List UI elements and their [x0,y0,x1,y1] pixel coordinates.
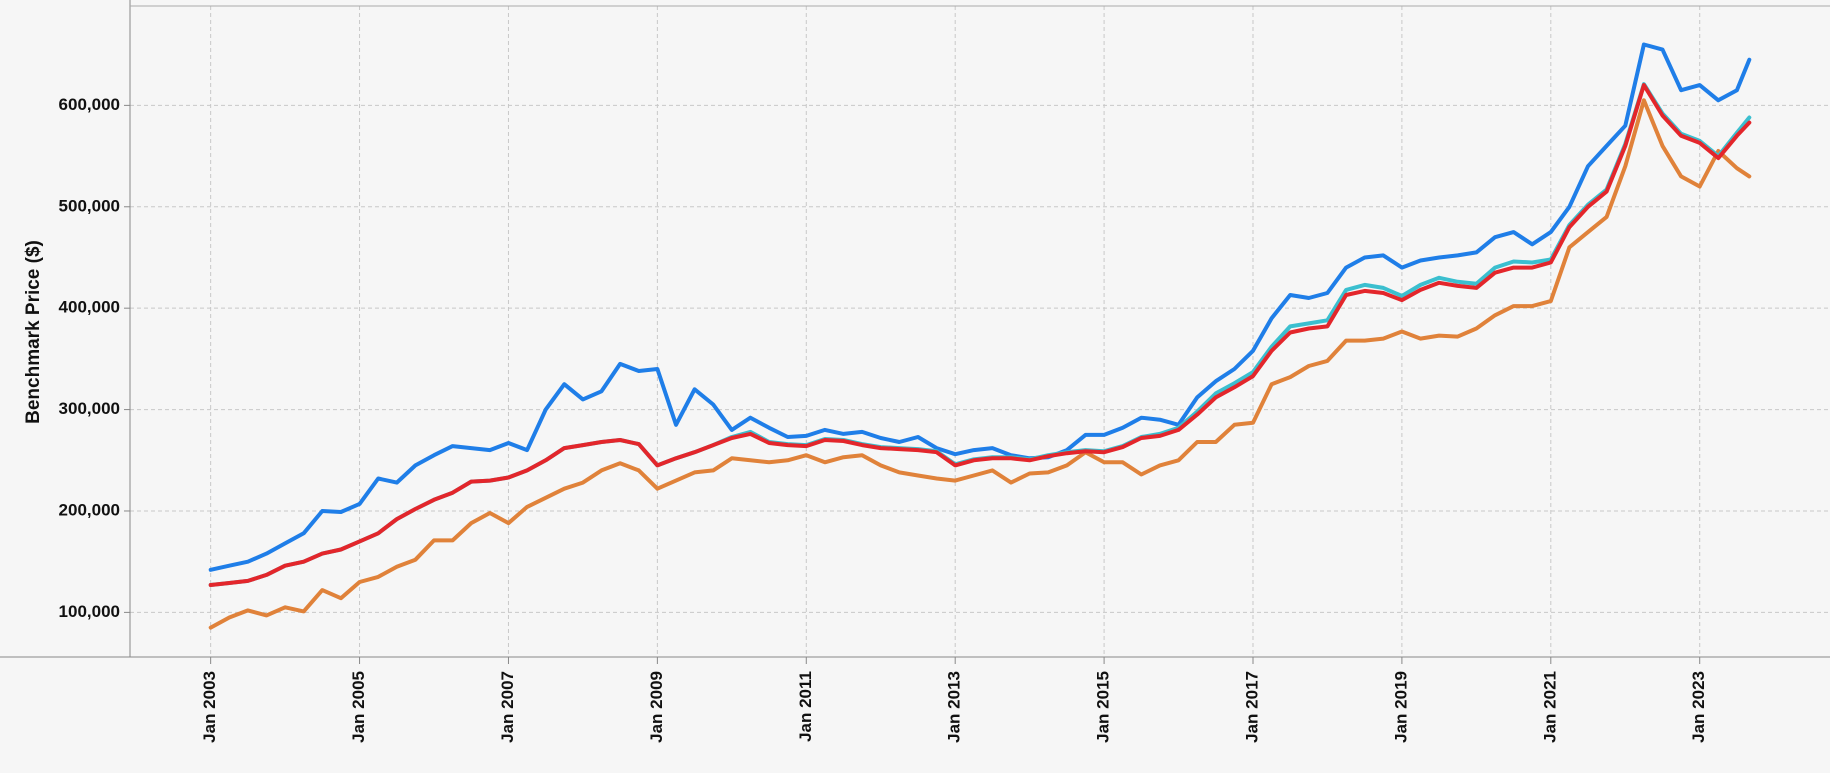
series-line [208,98,1752,630]
x-tick-label: Jan 2011 [796,671,815,742]
x-tick-label: Jan 2005 [349,671,368,743]
series-line [208,83,1752,587]
x-tick-label: Jan 2013 [945,671,964,743]
x-tick-label: Jan 2017 [1242,671,1261,743]
y-axis-label: Benchmark Price ($) [23,240,44,424]
x-tick-label: Jan 2007 [498,671,517,743]
y-tick-label: 600,000 [59,95,120,114]
y-tick-label: 200,000 [59,500,120,519]
x-tick-label: Jan 2015 [1094,671,1113,743]
series-line [208,42,1752,572]
x-tick-label: Jan 2003 [200,671,219,743]
x-tick-label: Jan 2019 [1391,671,1410,743]
y-tick-label: 300,000 [59,399,120,418]
x-tick-label: Jan 2021 [1540,671,1559,743]
y-tick-label: 100,000 [59,602,120,621]
y-tick-label: 400,000 [59,298,120,317]
x-tick-label: Jan 2009 [647,671,666,743]
y-tick-label: 500,000 [59,196,120,215]
x-tick-label: Jan 2023 [1689,671,1708,743]
